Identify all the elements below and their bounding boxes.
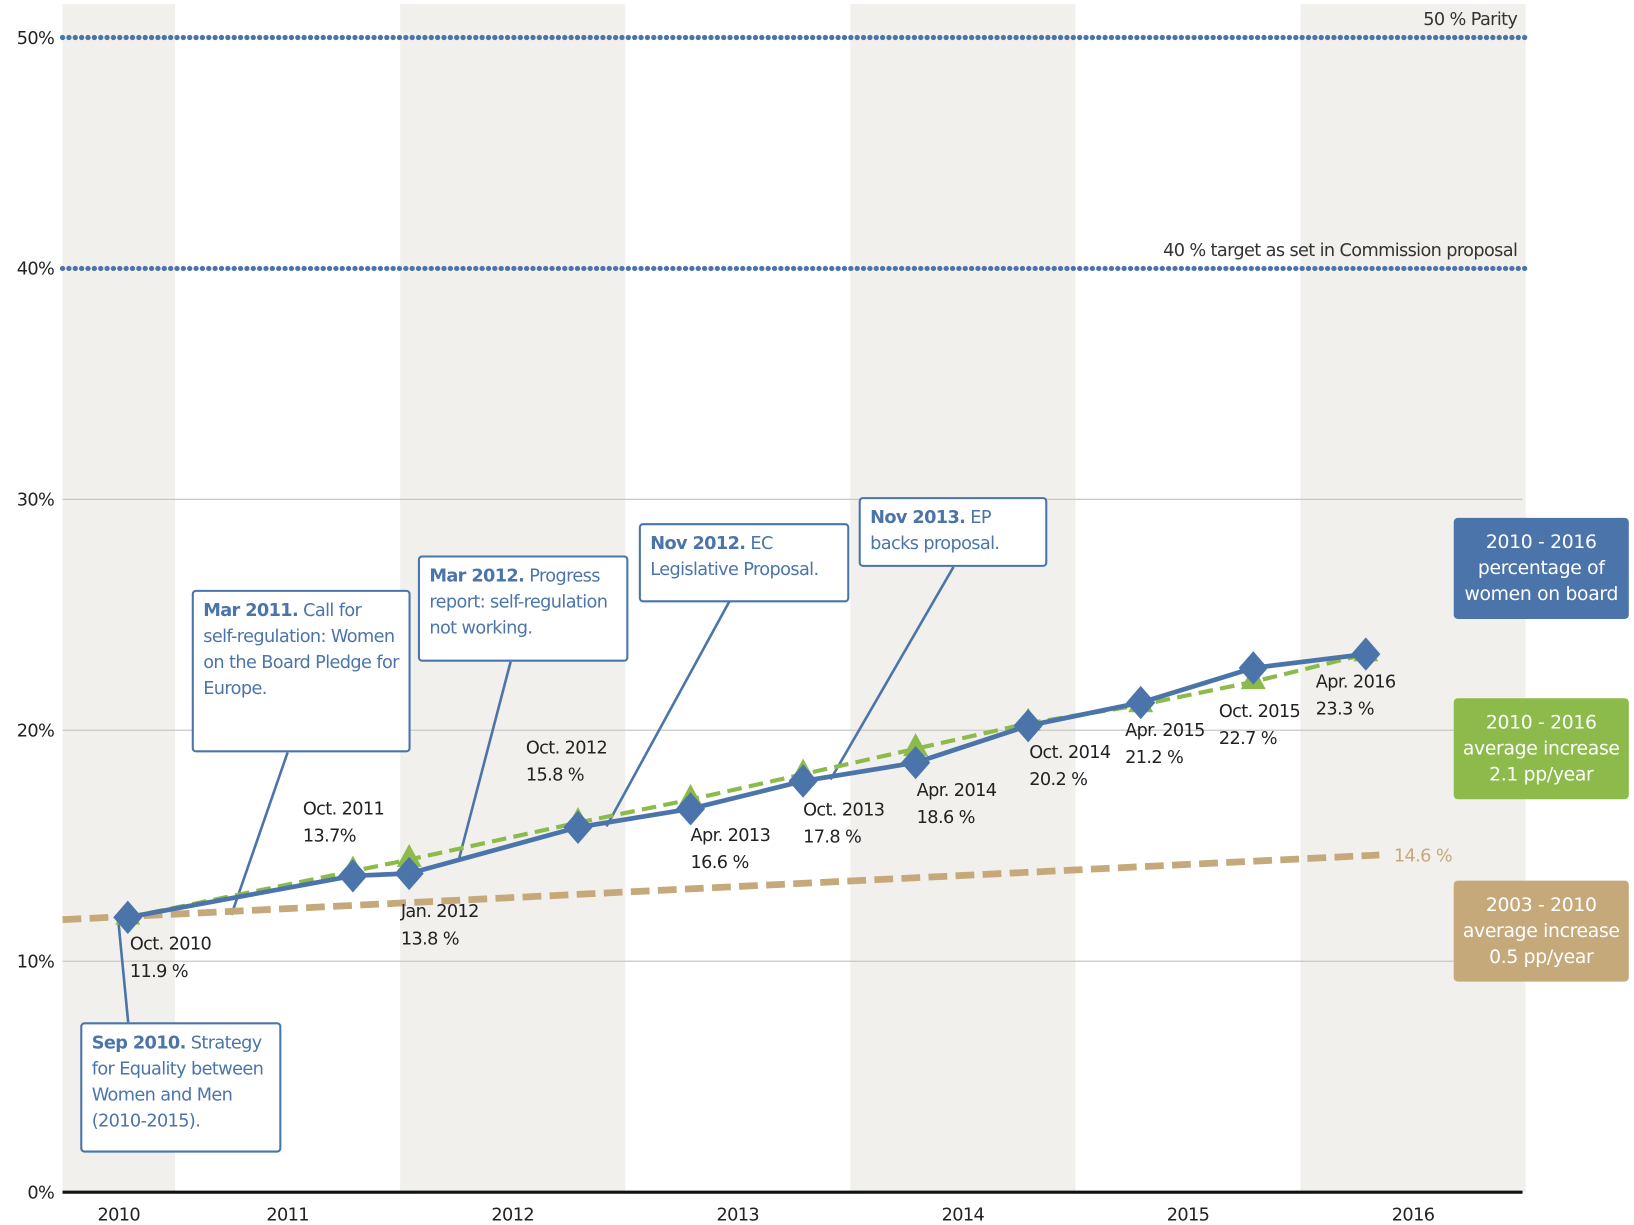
point-date-label: Apr. 2016 xyxy=(1316,672,1396,692)
callout-date: Mar 2012. xyxy=(429,565,525,587)
reference-label: 40 % target as set in Commission proposa… xyxy=(1163,241,1517,261)
point-date-label: Oct. 2013 xyxy=(803,800,884,820)
x-tick-label: 2013 xyxy=(717,1205,760,1224)
x-tick-label: 2011 xyxy=(266,1205,309,1224)
diamond-marker xyxy=(788,764,818,798)
value-label: 14.6 % xyxy=(1394,846,1452,866)
point-value-label: 21.2 % xyxy=(1125,748,1183,768)
callout-box: Nov 2012. EC Legislative Proposal. xyxy=(638,523,850,603)
point-value-label: 15.8 % xyxy=(526,765,584,785)
callout-leader xyxy=(605,600,731,828)
callout-text: Progress report: self-regulation not wor… xyxy=(429,565,608,639)
diamond-marker xyxy=(338,859,368,893)
legend-entry: 2010 - 2016 average increase 2.1 pp/year xyxy=(1453,698,1629,800)
callout-box: Mar 2011. Call for self-regulation: Wome… xyxy=(191,589,411,753)
point-date-label: Oct. 2011 xyxy=(303,799,384,819)
diamond-marker xyxy=(1013,709,1043,743)
year-band xyxy=(62,4,176,1193)
legend-entry: 2010 - 2016 percentage of women on board xyxy=(1453,517,1629,620)
callout-leader xyxy=(116,914,130,1023)
callout-leader xyxy=(230,751,289,916)
diamond-marker xyxy=(394,856,424,891)
callout-leader xyxy=(457,661,512,862)
y-tick-label: 0% xyxy=(27,1183,54,1203)
y-tick-label: 50% xyxy=(17,29,54,49)
callout-date: Nov 2013. xyxy=(870,507,966,529)
diamond-marker xyxy=(1126,685,1156,720)
x-tick-label: 2010 xyxy=(98,1205,141,1224)
diamond-marker xyxy=(113,900,143,935)
callout-date: Mar 2011. xyxy=(203,600,299,622)
legend-entry: 2003 - 2010 average increase 0.5 pp/year xyxy=(1453,880,1629,982)
point-value-label: 16.6 % xyxy=(691,853,749,873)
callout-box: Sep 2010. Strategy for Equality between … xyxy=(80,1022,282,1153)
triangle-marker xyxy=(903,733,929,757)
x-tick-label: 2015 xyxy=(1167,1205,1210,1224)
x-tick-label: 2014 xyxy=(942,1205,985,1224)
callout-date: Nov 2012. xyxy=(650,533,746,555)
diamond-marker xyxy=(563,810,593,844)
point-value-label: 13.8 % xyxy=(401,929,459,949)
point-value-label: 22.7 % xyxy=(1219,729,1277,749)
callout-text: Call for self-regulation: Women on the B… xyxy=(203,600,399,700)
callout-box: Nov 2013. EP backs proposal. xyxy=(858,497,1048,567)
y-tick-label: 30% xyxy=(17,491,54,511)
y-tick-label: 20% xyxy=(17,722,54,742)
point-value-label: 20.2 % xyxy=(1029,770,1087,790)
diamond-marker xyxy=(1238,651,1268,685)
point-value-label: 23.3 % xyxy=(1316,700,1374,720)
point-value-label: 13.7% xyxy=(303,826,356,846)
point-date-label: Oct. 2015 xyxy=(1219,702,1300,722)
point-value-label: 18.6 % xyxy=(917,808,975,828)
callout-date: Sep 2010. xyxy=(91,1032,187,1054)
point-date-label: Jan. 2012 xyxy=(400,902,479,922)
diamond-marker xyxy=(901,745,931,780)
point-date-label: Apr. 2014 xyxy=(917,781,997,801)
y-tick-label: 40% xyxy=(17,260,54,280)
point-date-label: Apr. 2015 xyxy=(1125,721,1205,741)
callout-text: EC Legislative Proposal. xyxy=(650,533,819,581)
diamond-marker xyxy=(675,792,706,826)
x-tick-label: 2012 xyxy=(491,1205,534,1224)
point-date-label: Oct. 2012 xyxy=(526,738,607,758)
callout-text: EP backs proposal. xyxy=(870,507,1000,555)
callout-text: Strategy for Equality between Women and … xyxy=(91,1032,264,1132)
callout-leader xyxy=(829,566,955,781)
y-tick-label: 10% xyxy=(17,952,54,972)
x-tick-label: 2016 xyxy=(1392,1205,1435,1224)
point-value-label: 11.9 % xyxy=(130,962,188,982)
callout-box: Mar 2012. Progress report: self-regulati… xyxy=(417,555,629,662)
reference-label: 50 % Parity xyxy=(1423,10,1517,30)
point-date-label: Apr. 2013 xyxy=(691,826,771,846)
point-date-label: Oct. 2014 xyxy=(1029,743,1111,763)
point-value-label: 17.8 % xyxy=(803,828,861,848)
year-band xyxy=(850,4,1076,1193)
triangle-marker xyxy=(396,843,422,867)
point-date-label: Oct. 2010 xyxy=(130,935,212,955)
series-line xyxy=(62,851,1380,924)
